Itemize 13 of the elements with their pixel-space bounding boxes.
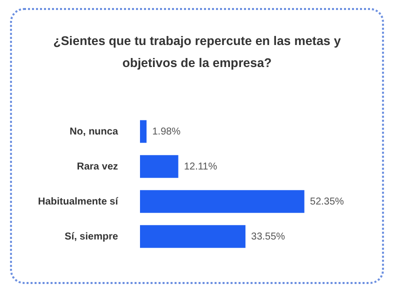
y-tick-label: Sí, siempre bbox=[64, 231, 118, 242]
bar bbox=[140, 190, 304, 213]
chart-title: ¿Sientes que tu trabajo repercute en las metas y objetivos de la empresa? bbox=[52, 33, 342, 72]
y-tick-label: Rara vez bbox=[76, 161, 118, 172]
bar bbox=[140, 155, 178, 178]
data-label: 52.35% bbox=[310, 196, 344, 208]
data-label: 12.11% bbox=[184, 161, 218, 172]
y-tick-label: Habitualmente sí bbox=[38, 196, 120, 208]
y-tick-label: No, nunca bbox=[70, 126, 118, 138]
bar bbox=[140, 120, 147, 143]
data-label: 33.55% bbox=[251, 231, 286, 242]
data-label: 1.98% bbox=[152, 126, 181, 138]
bar bbox=[140, 225, 246, 248]
